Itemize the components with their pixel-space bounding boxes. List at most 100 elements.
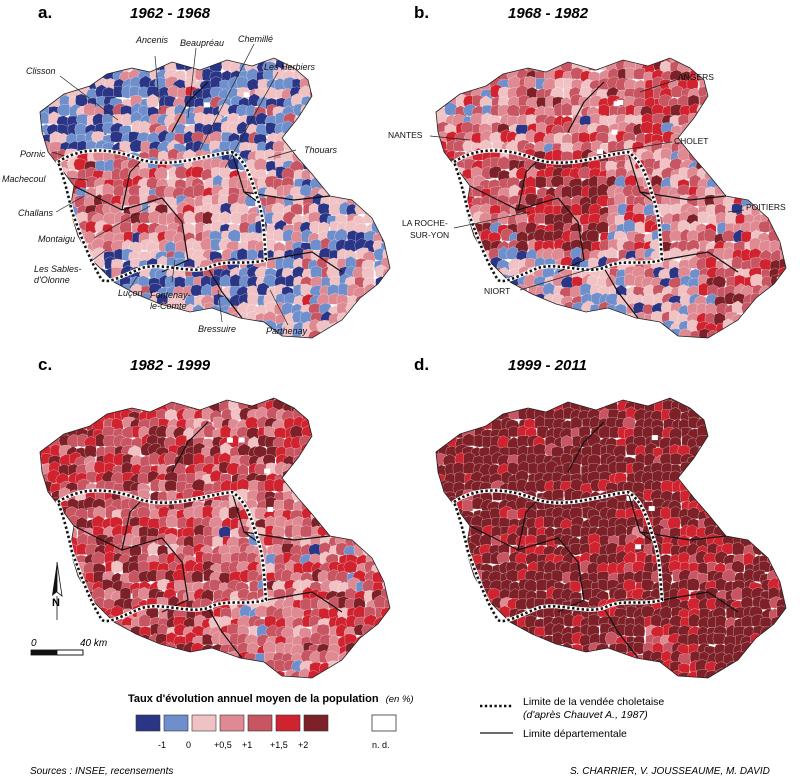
commune-cell (732, 157, 747, 171)
commune-cell (329, 94, 342, 108)
commune-cell (291, 488, 306, 502)
commune-cell (777, 70, 786, 83)
commune-cell (438, 590, 451, 604)
commune-cell (325, 400, 339, 415)
commune-cell (392, 193, 405, 206)
commune-cell (166, 312, 179, 327)
commune-cell (329, 184, 342, 198)
commune-cell (436, 532, 442, 546)
commune-cell (390, 186, 403, 200)
commune-cell (40, 293, 44, 306)
commune-cell (40, 616, 54, 631)
commune-cell (47, 527, 62, 540)
commune-cell (541, 319, 556, 332)
commune-cell (490, 58, 504, 66)
commune-cell (68, 276, 81, 289)
commune-cell (436, 313, 439, 325)
commune-cell (354, 490, 369, 503)
commune-cell (119, 587, 131, 601)
commune-cell (154, 166, 168, 180)
commune-cell (507, 398, 522, 403)
commune-cell (391, 242, 403, 255)
commune-cell (726, 80, 739, 94)
commune-cell (292, 464, 305, 478)
commune-cell (769, 482, 782, 494)
commune-cell (365, 97, 379, 112)
commune-cell (373, 336, 387, 338)
commune-cell (47, 195, 62, 209)
commune-cell (113, 320, 126, 335)
commune-cell (516, 58, 531, 63)
commune-cell (734, 523, 748, 538)
commune-cell (391, 420, 402, 431)
commune-cell (777, 497, 786, 510)
commune-cell (778, 165, 786, 181)
commune-cell (785, 507, 786, 520)
commune-cell (613, 444, 626, 458)
commune-cell (245, 328, 259, 338)
commune-cell (787, 113, 800, 125)
commune-cell (642, 321, 655, 335)
commune-cell (577, 337, 591, 338)
commune-cell (743, 322, 756, 335)
commune-cell (353, 60, 367, 74)
commune-cell (373, 296, 386, 309)
commune-cell (248, 322, 261, 334)
commune-cell (768, 470, 780, 485)
commune-cell (129, 669, 144, 678)
commune-cell (365, 490, 378, 504)
commune-cell (506, 303, 519, 316)
commune-cell (66, 410, 78, 423)
commune-cell (436, 398, 442, 406)
commune-cell (113, 661, 126, 675)
commune-cell (253, 157, 268, 172)
commune-cell (787, 570, 800, 584)
commune-cell (87, 312, 99, 325)
commune-cell (40, 159, 52, 172)
commune-cell (31, 678, 43, 689)
commune-cell (316, 399, 330, 414)
commune-cell (353, 311, 366, 324)
commune-cell (735, 398, 747, 405)
commune-cell (436, 418, 447, 431)
commune-cell (41, 633, 55, 648)
commune-cell (452, 211, 467, 225)
commune-cell (202, 58, 216, 65)
commune-cell (40, 579, 53, 594)
commune-cell (652, 336, 665, 338)
commune-cell (757, 67, 772, 81)
commune-cell (355, 178, 368, 192)
commune-cell (436, 166, 448, 180)
commune-cell (302, 157, 316, 170)
commune-cell (678, 341, 690, 354)
commune-cell (317, 507, 330, 521)
commune-cell (778, 266, 786, 281)
commune-cell (743, 328, 755, 338)
commune-cell (373, 329, 386, 338)
commune-cell (686, 398, 700, 405)
commune-cell (551, 569, 564, 583)
commune-cell (57, 104, 71, 117)
commune-cell (546, 303, 559, 317)
commune-cell (336, 426, 350, 440)
commune-cell (515, 314, 530, 326)
commune-cell (436, 278, 440, 291)
commune-cell (777, 186, 786, 200)
commune-cell (381, 215, 390, 229)
commune-cell (757, 436, 771, 451)
commune-cell (497, 58, 510, 63)
commune-cell (732, 515, 746, 530)
commune-cell (725, 149, 739, 161)
commune-cell (742, 312, 756, 326)
commune-cell (364, 303, 378, 315)
commune-cell (383, 78, 390, 91)
commune-cell (392, 274, 404, 287)
commune-cell (381, 60, 390, 73)
commune-cell (75, 398, 88, 412)
commune-cell (382, 636, 390, 649)
commune-cell (383, 274, 390, 287)
commune-cell (436, 277, 447, 292)
commune-cell (444, 175, 459, 188)
commune-cell (328, 672, 340, 678)
commune-cell (65, 327, 78, 338)
